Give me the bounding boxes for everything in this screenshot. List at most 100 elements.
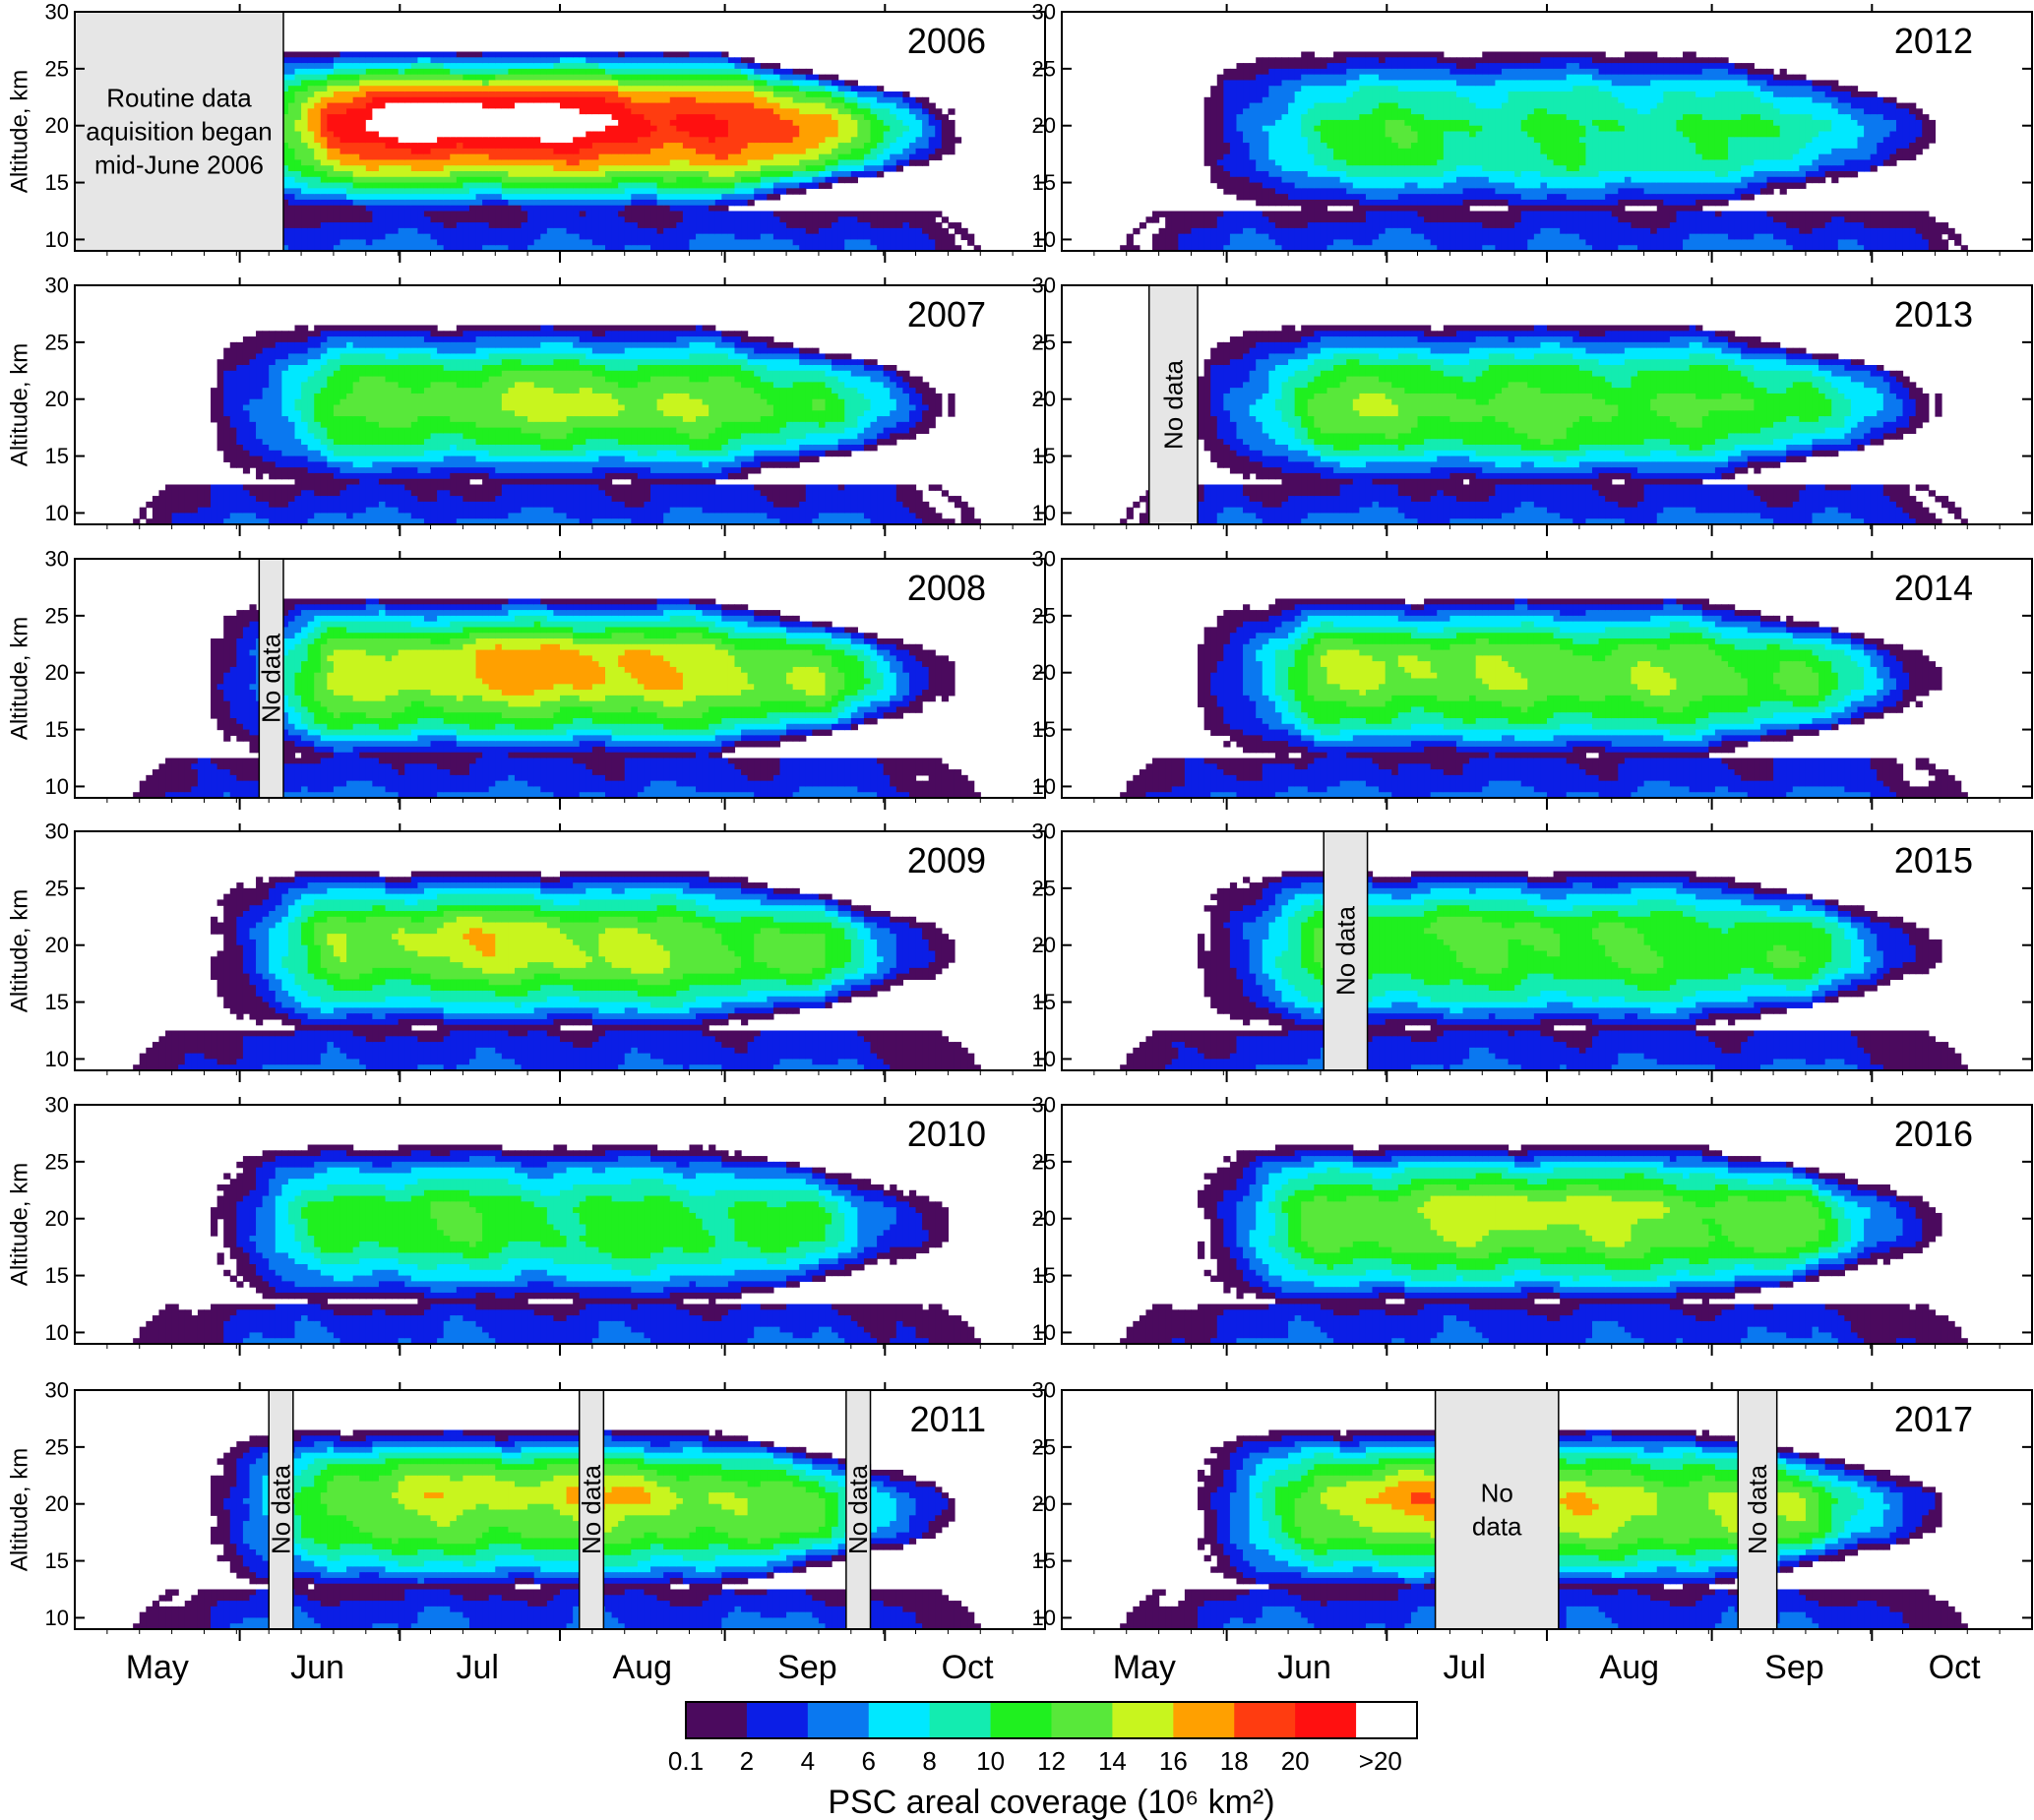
coverage-cell (339, 325, 347, 332)
coverage-cell (314, 752, 322, 764)
coverage-cell (566, 108, 574, 144)
coverage-cell (792, 359, 800, 372)
coverage-cell (650, 131, 658, 150)
coverage-cell (702, 729, 709, 736)
coverage-cell (605, 638, 613, 645)
coverage-cell (591, 376, 600, 394)
coverage-cell (392, 382, 400, 429)
coverage-cell (676, 752, 684, 759)
coverage-cell (747, 57, 755, 64)
coverage-cell (573, 643, 581, 651)
coverage-cell (663, 199, 671, 207)
coverage-cell (553, 615, 561, 623)
coverage-cell (423, 51, 432, 58)
coverage-cell (468, 325, 477, 332)
coverage-cell (760, 336, 768, 343)
coverage-cell (637, 627, 646, 634)
coverage-cell (339, 63, 347, 70)
coverage-cell (450, 336, 458, 343)
coverage-cell (779, 74, 787, 82)
coverage-cell (301, 638, 309, 662)
coverage-cell (495, 472, 503, 480)
coverage-cell (812, 159, 820, 166)
coverage-cell (786, 353, 794, 360)
coverage-cell (533, 445, 541, 457)
coverage-cell (721, 610, 729, 617)
coverage-cell (482, 57, 490, 64)
coverage-cell (392, 148, 400, 161)
coverage-cell (591, 68, 600, 76)
coverage-cell (281, 194, 289, 201)
coverage-cell (468, 695, 477, 713)
coverage-cell (352, 382, 360, 417)
coverage-cell (669, 80, 677, 87)
coverage-cell (501, 227, 510, 246)
coverage-cell (533, 718, 541, 731)
coverage-cell (696, 478, 704, 486)
coverage-cell (591, 114, 600, 133)
coverage-cell (883, 484, 891, 525)
coverage-cell (586, 239, 593, 252)
coverage-cell (624, 643, 632, 651)
coverage-cell (560, 472, 568, 480)
coverage-cell (430, 752, 438, 764)
coverage-cell (669, 194, 677, 201)
coverage-cell (365, 336, 373, 349)
coverage-cell (727, 80, 736, 87)
coverage-cell (533, 353, 541, 366)
coverage-cell (540, 182, 548, 189)
coverage-cell (591, 131, 600, 144)
coverage-cell (372, 700, 380, 719)
coverage-cell (508, 91, 516, 98)
coverage-cell (560, 331, 568, 337)
coverage-cell (714, 233, 722, 252)
coverage-cell (747, 176, 755, 184)
coverage-cell (437, 769, 445, 793)
coverage-cell (650, 165, 658, 172)
coverage-cell (605, 114, 613, 127)
coverage-cell (553, 604, 561, 611)
coverage-cell (417, 638, 425, 651)
coverage-cell (546, 621, 555, 629)
coverage-cell (533, 63, 541, 70)
coverage-cell (521, 336, 528, 349)
coverage-cell (417, 68, 425, 76)
coverage-cell (287, 467, 296, 480)
coverage-cell (514, 227, 523, 252)
coverage-cell (760, 627, 768, 634)
coverage-cell (682, 336, 691, 349)
coverage-cell (624, 621, 632, 629)
coverage-cell (631, 153, 639, 166)
coverage-cell (805, 382, 813, 423)
coverage-cell (837, 433, 845, 440)
coverage-cell (786, 455, 794, 462)
coverage-cell (702, 353, 709, 366)
coverage-cell (468, 57, 477, 64)
coverage-cell (644, 643, 651, 651)
coverage-cell (437, 211, 445, 223)
coverage-cell (779, 341, 787, 349)
coverage-cell (689, 484, 697, 509)
coverage-cell (294, 325, 302, 343)
coverage-cell (171, 484, 179, 515)
coverage-cell (423, 159, 432, 172)
coverage-cell (747, 359, 755, 366)
coverage-cell (656, 615, 664, 623)
coverage-cell (501, 370, 510, 394)
coverage-cell (307, 643, 315, 713)
coverage-cell (495, 735, 503, 742)
coverage-cell (242, 365, 251, 406)
coverage-cell (902, 484, 910, 509)
coverage-cell (754, 621, 762, 629)
coverage-cell (508, 165, 516, 178)
coverage-cell (767, 700, 774, 713)
coverage-cell (423, 610, 432, 623)
coverage-cell (553, 194, 561, 201)
coverage-cell (456, 370, 463, 389)
coverage-cell (281, 695, 289, 713)
coverage-cell (540, 165, 548, 178)
coverage-cell (339, 68, 347, 76)
coverage-cell (392, 194, 400, 201)
coverage-cell (521, 746, 528, 754)
coverage-cell (462, 137, 470, 150)
